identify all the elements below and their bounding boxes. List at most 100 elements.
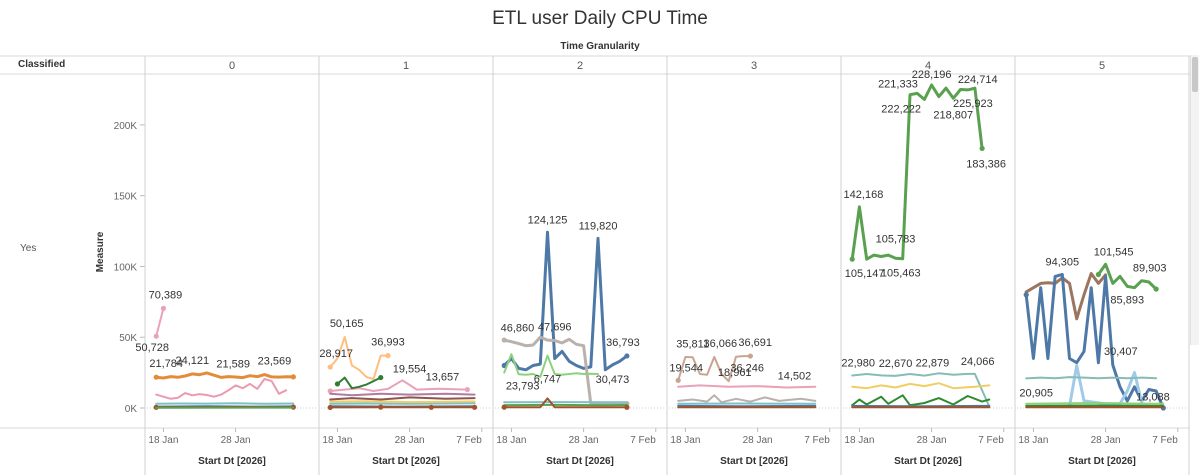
series-line[interactable] xyxy=(329,379,469,392)
series-line[interactable] xyxy=(154,371,295,380)
y-tick-label: 200K xyxy=(114,121,138,132)
data-point[interactable] xyxy=(334,381,341,387)
data-point[interactable] xyxy=(849,256,855,262)
series-line[interactable] xyxy=(1096,262,1158,291)
series-line[interactable] xyxy=(502,335,629,406)
data-point[interactable] xyxy=(327,388,333,394)
label-anchor-point xyxy=(864,257,869,262)
panel-header-2[interactable]: 2 xyxy=(577,60,583,72)
series-line[interactable] xyxy=(851,372,991,408)
data-point[interactable] xyxy=(501,337,507,343)
label-anchor-point xyxy=(741,354,746,359)
data-point[interactable] xyxy=(327,364,333,370)
series-line[interactable] xyxy=(155,307,165,338)
data-point[interactable] xyxy=(1023,292,1029,298)
vertical-scrollbar[interactable] xyxy=(1190,55,1199,345)
label-anchor-point xyxy=(436,386,441,391)
series-line[interactable] xyxy=(1025,402,1165,405)
x-tick-label: 7 Feb xyxy=(1152,435,1178,446)
x-tick-label: 7 Feb xyxy=(456,435,482,446)
series-line[interactable] xyxy=(677,394,817,404)
label-anchor-point xyxy=(1139,278,1144,283)
series-line[interactable] xyxy=(851,394,991,407)
y-tick-label: 0K xyxy=(125,404,138,415)
data-point[interactable] xyxy=(624,353,630,359)
panel-header-4[interactable]: 4 xyxy=(925,60,931,72)
x-tick-label: 7 Feb xyxy=(978,435,1004,446)
data-label: 22,980 xyxy=(841,357,875,369)
label-anchor-point xyxy=(965,372,970,377)
data-point[interactable] xyxy=(1153,286,1159,292)
series-line[interactable] xyxy=(850,83,984,261)
y-tick-label: 50K xyxy=(119,333,137,344)
data-point[interactable] xyxy=(385,353,391,359)
data-label: 101,545 xyxy=(1094,246,1134,258)
label-anchor-point xyxy=(154,334,159,339)
data-label: 22,879 xyxy=(916,358,950,370)
series-line[interactable] xyxy=(155,402,295,405)
series-line[interactable] xyxy=(677,355,752,383)
data-point[interactable] xyxy=(1095,271,1101,278)
x-tick-label: 28 Jan xyxy=(1091,435,1121,446)
chart-title: ETL user Daily CPU Time xyxy=(492,8,708,29)
series-line[interactable] xyxy=(329,396,476,401)
data-point[interactable] xyxy=(378,404,384,410)
label-anchor-point xyxy=(900,256,905,261)
data-point[interactable] xyxy=(378,374,384,381)
label-anchor-point xyxy=(516,372,521,377)
data-point[interactable] xyxy=(675,377,681,383)
data-point[interactable] xyxy=(153,333,159,339)
label-anchor-point xyxy=(509,339,514,344)
panel-header-5[interactable]: 5 xyxy=(1099,60,1105,72)
label-anchor-point xyxy=(850,373,855,378)
label-anchor-point xyxy=(262,372,267,377)
label-anchor-point xyxy=(596,236,601,241)
label-anchor-point xyxy=(1060,272,1065,277)
data-point[interactable] xyxy=(624,404,630,410)
data-point[interactable] xyxy=(153,374,159,380)
data-point[interactable] xyxy=(747,353,753,359)
data-point[interactable] xyxy=(501,404,507,410)
label-anchor-point xyxy=(190,371,195,376)
data-label: 105,147 xyxy=(845,268,885,280)
data-label: 36,993 xyxy=(371,337,405,349)
series-line[interactable] xyxy=(851,382,991,390)
data-point[interactable] xyxy=(471,404,478,410)
series-line[interactable] xyxy=(503,397,628,409)
data-point[interactable] xyxy=(464,386,470,393)
data-label: 23,793 xyxy=(506,380,540,392)
data-point[interactable] xyxy=(428,404,434,410)
series-line[interactable] xyxy=(677,384,817,389)
series-line[interactable] xyxy=(329,400,476,404)
data-point[interactable] xyxy=(979,145,985,152)
series-line[interactable] xyxy=(155,378,288,400)
data-point[interactable] xyxy=(290,374,296,380)
data-label: 94,305 xyxy=(1045,257,1079,269)
data-label: 228,196 xyxy=(912,69,952,81)
scrollbar-thumb[interactable] xyxy=(1192,57,1198,92)
row-header-classified[interactable]: Classified xyxy=(18,59,66,70)
series-line[interactable] xyxy=(329,336,389,380)
data-point[interactable] xyxy=(160,305,167,311)
panel-header-1[interactable]: 1 xyxy=(403,60,409,72)
x-tick-label: 28 Jan xyxy=(221,435,251,446)
label-anchor-point xyxy=(545,396,550,401)
data-label: 24,121 xyxy=(175,355,209,367)
series-line[interactable] xyxy=(1025,376,1158,380)
panel-header-3[interactable]: 3 xyxy=(751,60,757,72)
series-line[interactable] xyxy=(1024,272,1108,321)
label-anchor-point xyxy=(625,354,630,359)
series-line[interactable] xyxy=(336,376,382,390)
series-line[interactable] xyxy=(503,353,599,378)
panel-header-0[interactable]: 0 xyxy=(229,60,235,72)
x-tick-label: 7 Feb xyxy=(804,435,830,446)
label-anchor-point xyxy=(922,373,927,378)
series-line[interactable] xyxy=(502,230,629,372)
data-point[interactable] xyxy=(327,404,333,411)
series-line[interactable] xyxy=(329,392,476,397)
label-anchor-point xyxy=(929,83,934,88)
series-line[interactable] xyxy=(1068,364,1144,409)
label-anchor-point xyxy=(161,306,166,311)
series-line[interactable] xyxy=(329,402,476,405)
